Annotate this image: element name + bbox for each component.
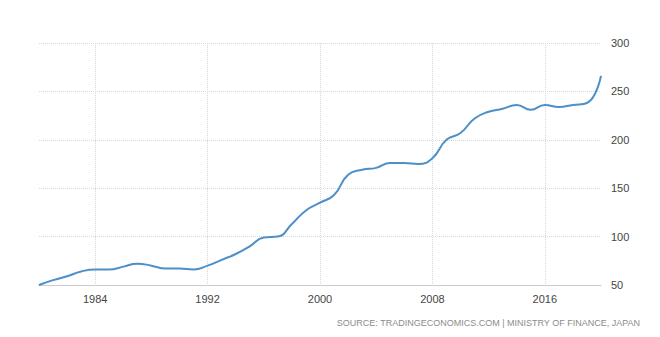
svg-text:50: 50 [611, 279, 623, 291]
svg-text:100: 100 [611, 231, 629, 243]
svg-text:2008: 2008 [420, 293, 444, 305]
svg-text:250: 250 [611, 85, 629, 97]
svg-text:2000: 2000 [308, 293, 332, 305]
svg-text:1984: 1984 [83, 293, 107, 305]
svg-text:200: 200 [611, 134, 629, 146]
svg-text:1992: 1992 [195, 293, 219, 305]
svg-text:150: 150 [611, 182, 629, 194]
svg-text:2016: 2016 [533, 293, 557, 305]
svg-text:300: 300 [611, 37, 629, 49]
svg-text:SOURCE: TRADINGECONOMICS.COM |: SOURCE: TRADINGECONOMICS.COM | MINISTRY … [337, 318, 640, 328]
